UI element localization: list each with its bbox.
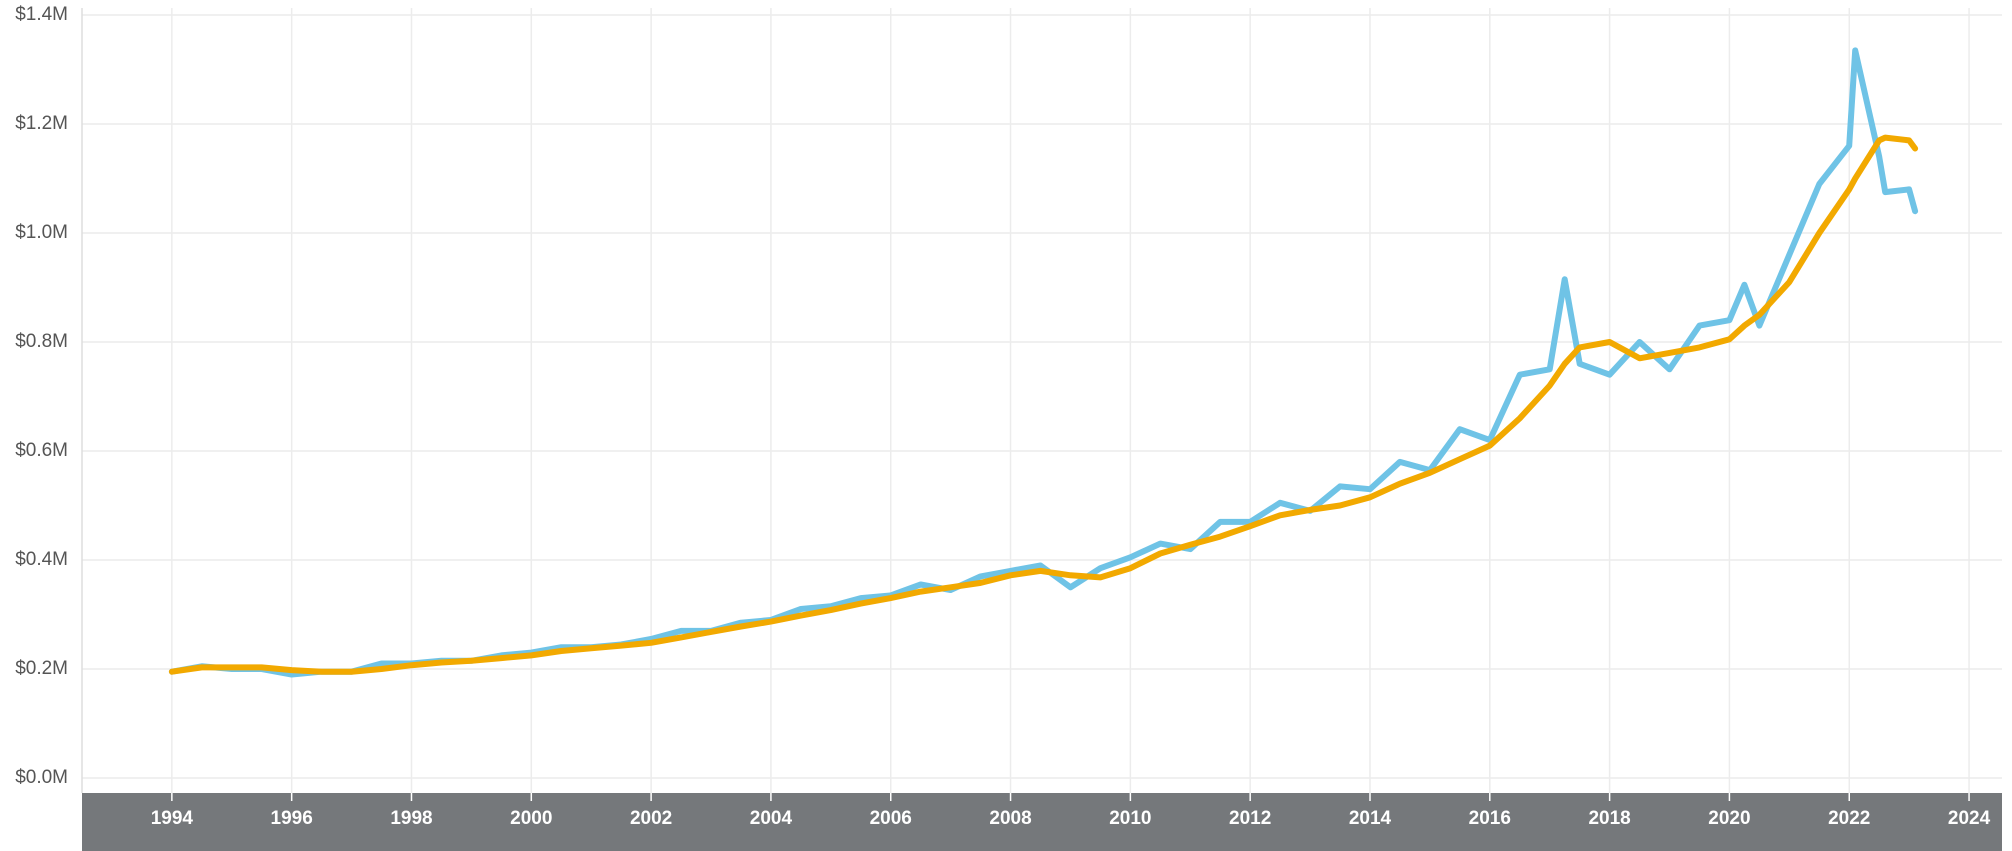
x-tick-label: 2010 xyxy=(1109,808,1151,829)
x-tick-label: 2020 xyxy=(1708,808,1750,829)
x-tick-label: 2016 xyxy=(1469,808,1511,829)
x-tick-label: 1998 xyxy=(390,808,432,829)
y-tick-label: $0.2M xyxy=(15,658,68,679)
x-tick-label: 2022 xyxy=(1828,808,1870,829)
x-axis-band xyxy=(82,793,2002,851)
x-tick-label: 1996 xyxy=(271,808,313,829)
y-tick-label: $0.6M xyxy=(15,440,68,461)
x-tick-label: 2002 xyxy=(630,808,672,829)
y-tick-label: $1.0M xyxy=(15,222,68,243)
y-tick-label: $0.0M xyxy=(15,767,68,788)
y-tick-label: $0.8M xyxy=(15,331,68,352)
y-tick-label: $1.4M xyxy=(15,4,68,25)
y-tick-label: $0.4M xyxy=(15,549,68,570)
series-line xyxy=(168,47,1919,678)
y-tick-label: $1.2M xyxy=(15,113,68,134)
x-tick-label: 2004 xyxy=(750,808,793,829)
x-tick-label: 2000 xyxy=(510,808,552,829)
x-tick-label: 2008 xyxy=(989,808,1031,829)
series-line xyxy=(168,134,1919,675)
x-tick-label: 2014 xyxy=(1349,808,1392,829)
x-tick-label: 2024 xyxy=(1948,808,1991,829)
x-tick-label: 2018 xyxy=(1588,808,1630,829)
x-tick-label: 2012 xyxy=(1229,808,1271,829)
x-tick-label: 2006 xyxy=(870,808,912,829)
x-tick-label: 1994 xyxy=(151,808,194,829)
